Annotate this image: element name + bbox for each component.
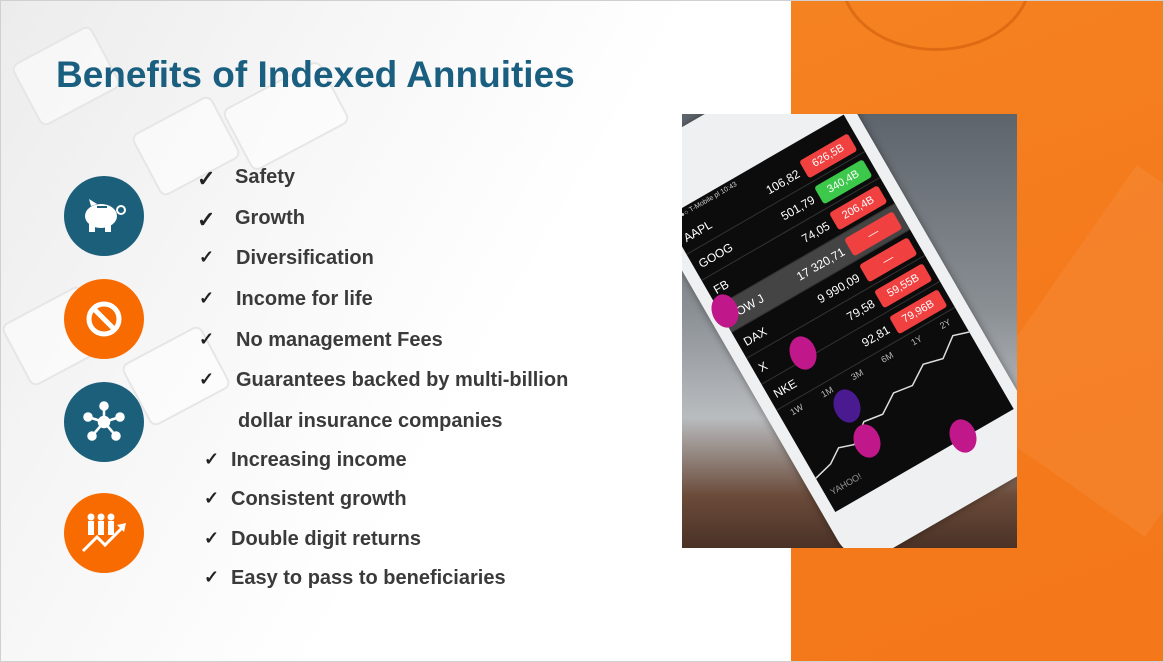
benefit-item: Easy to pass to beneficiaries: [231, 567, 506, 589]
benefit-item: dollar insurance companies: [238, 410, 503, 432]
check-icon: ✓: [204, 449, 220, 469]
benefit-item: Safety: [235, 166, 296, 188]
stock-price: 92,81: [859, 322, 893, 350]
benefit-item: Increasing income: [231, 449, 407, 471]
range-tab: 1W: [788, 401, 806, 418]
phone: ●●●○ T-Mobile pl 10:43 AAPL 106,82 626,5B G…: [682, 114, 1017, 548]
people-growth-icon: [64, 493, 144, 573]
benefit-item: Income for life: [236, 288, 373, 310]
no-sign-icon: [64, 279, 144, 359]
benefit-item: Diversification: [236, 247, 374, 269]
range-tab: 2Y: [937, 316, 953, 331]
range-tab: 6M: [879, 349, 896, 365]
check-icon: ✓: [197, 166, 216, 191]
stocks-app-screen: ●●●○ T-Mobile pl 10:43 AAPL 106,82 626,5B G…: [682, 114, 1014, 513]
check-icon: ✓: [204, 567, 220, 587]
benefit-item: Guarantees backed by multi-billion: [236, 369, 569, 391]
benefit-item: Growth: [235, 207, 305, 229]
check-icon: ✓: [204, 528, 220, 548]
range-tab: 1M: [819, 384, 836, 400]
check-icon: ✓: [197, 207, 216, 232]
benefit-item: No management Fees: [236, 329, 443, 351]
stock-price: 74,05: [799, 218, 833, 246]
piggy-bank-icon: [64, 176, 144, 256]
slide-title: Benefits of Indexed Annuities: [56, 54, 575, 95]
range-tab: 3M: [849, 367, 866, 383]
phone-stock-photo: ●●●○ T-Mobile pl 10:43 AAPL 106,82 626,5B G…: [682, 114, 1017, 548]
benefit-item: Consistent growth: [231, 488, 407, 510]
range-tab: 1Y: [909, 333, 924, 348]
check-icon: ✓: [199, 247, 215, 267]
stock-chart-line: [815, 331, 970, 479]
network-icon: [64, 382, 144, 462]
check-icon: ✓: [204, 488, 220, 508]
stock-price: 79,58: [844, 296, 878, 324]
check-icon: ✓: [199, 288, 215, 308]
benefit-item: Double digit returns: [231, 528, 421, 550]
check-icon: ✓: [199, 369, 215, 389]
check-icon: ✓: [199, 329, 215, 349]
